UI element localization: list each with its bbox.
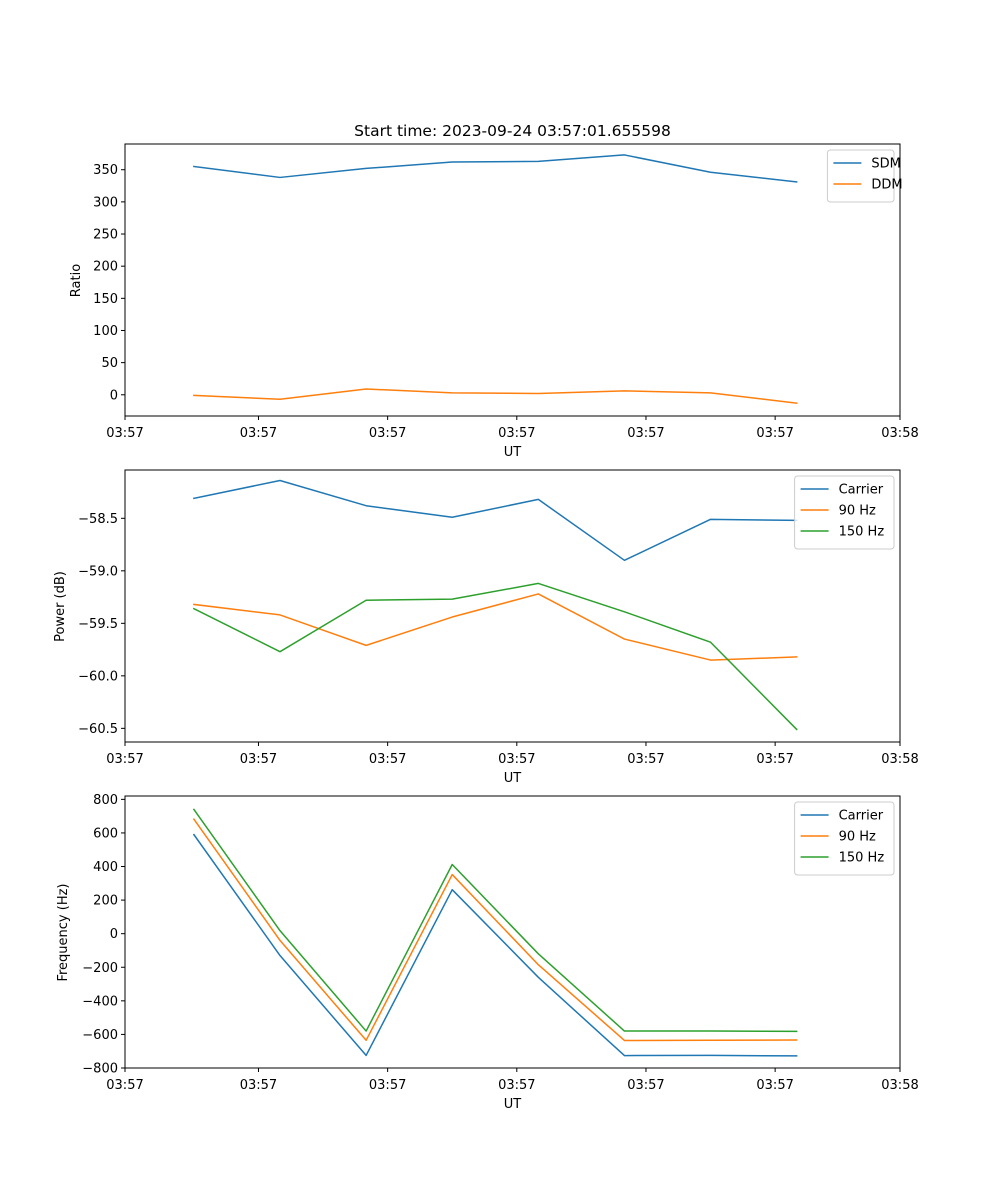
x-tick-label: 03:57 — [240, 426, 277, 441]
x-tick-label: 03:57 — [106, 1078, 143, 1093]
series-line-90-hz — [193, 593, 798, 661]
ratio-panel: Start time: 2023-09-24 03:57:01.655598 U… — [69, 122, 919, 460]
axes-frame — [124, 143, 901, 417]
series-line-150-hz — [192, 808, 798, 1033]
legend-label: 150 Hz — [839, 525, 885, 540]
x-tick-label: 03:57 — [498, 426, 535, 441]
series-line-ddm — [193, 388, 798, 404]
y-tick-label: 50 — [101, 356, 118, 371]
y-tick-label: 400 — [93, 860, 118, 875]
y-tick-label: 150 — [93, 292, 118, 307]
frequency-panel: UT Frequency (Hz) 03:57 03:57 03:57 03:57 03… — [56, 793, 919, 1112]
series-line-sdm — [193, 154, 798, 183]
y-axis-label: Power (dB) — [53, 571, 68, 642]
x-tick-label: 03:57 — [627, 426, 664, 441]
x-tick-label: 03:57 — [369, 1078, 406, 1093]
y-tick-label: 800 — [93, 793, 118, 808]
legend: Carrier 90 Hz 150 Hz — [794, 801, 895, 876]
x-tick-label: 03:57 — [369, 752, 406, 767]
y-tick-label: −59.5 — [78, 617, 118, 632]
y-axis-label: Ratio — [69, 264, 84, 297]
series-line-carrier — [193, 479, 798, 562]
series-line-150-hz — [192, 582, 798, 731]
x-tick-label: 03:57 — [756, 426, 793, 441]
y-axis-label: Frequency (Hz) — [56, 883, 71, 981]
legend-label: DDM — [871, 178, 902, 193]
x-tick-label: 03:58 — [881, 426, 918, 441]
legend-label: SDM — [871, 157, 900, 172]
y-tick-label: 100 — [93, 324, 118, 339]
y-tick-label: 0 — [110, 927, 118, 942]
y-tick-label: −60.5 — [78, 722, 118, 737]
y-tick-label: 300 — [93, 195, 118, 210]
legend-label: Carrier — [839, 483, 884, 498]
y-tick-label: 250 — [93, 228, 118, 243]
series-line-carrier — [192, 833, 798, 1057]
chart-title: Start time: 2023-09-24 03:57:01.655598 — [354, 122, 671, 140]
y-tick-label: −58.5 — [78, 512, 118, 527]
x-tick-label: 03:57 — [106, 426, 143, 441]
x-tick-label: 03:57 — [240, 752, 277, 767]
legend-label: Carrier — [839, 809, 884, 824]
power-panel: UT Power (dB) 03:57 03:57 03:57 03:57 03:57 0… — [53, 469, 919, 786]
x-tick-label: 03:57 — [627, 1078, 664, 1093]
axes-frame — [124, 469, 901, 743]
axes-frame — [124, 795, 901, 1069]
x-tick-label: 03:57 — [498, 752, 535, 767]
x-tick-label: 03:57 — [369, 426, 406, 441]
legend-label: 90 Hz — [839, 504, 876, 519]
y-tick-label: −600 — [82, 1028, 118, 1043]
y-tick-label: −400 — [82, 994, 118, 1009]
y-tick-label: 350 — [93, 163, 118, 178]
x-tick-label: 03:58 — [881, 1078, 918, 1093]
y-tick-label: 200 — [93, 894, 118, 909]
x-tick-label: 03:57 — [240, 1078, 277, 1093]
x-tick-label: 03:57 — [106, 752, 143, 767]
x-tick-label: 03:57 — [627, 752, 664, 767]
y-tick-label: 600 — [93, 826, 118, 841]
x-axis-label: UT — [504, 771, 522, 786]
y-tick-label: −800 — [82, 1062, 118, 1077]
series-line-90-hz — [192, 818, 798, 1042]
x-tick-label: 03:58 — [881, 752, 918, 767]
legend: SDM DDM — [826, 149, 903, 203]
x-axis-label: UT — [504, 445, 522, 460]
x-axis-label: UT — [504, 1097, 522, 1112]
x-tick-label: 03:57 — [756, 752, 793, 767]
y-tick-label: 0 — [110, 388, 118, 403]
y-tick-label: −59.0 — [78, 564, 118, 579]
y-tick-label: −200 — [82, 961, 118, 976]
y-tick-label: 200 — [93, 260, 118, 275]
x-tick-label: 03:57 — [498, 1078, 535, 1093]
legend-label: 150 Hz — [839, 851, 885, 866]
legend: Carrier 90 Hz 150 Hz — [794, 475, 895, 550]
y-tick-label: −60.0 — [78, 669, 118, 684]
legend-label: 90 Hz — [839, 830, 876, 845]
x-tick-label: 03:57 — [756, 1078, 793, 1093]
